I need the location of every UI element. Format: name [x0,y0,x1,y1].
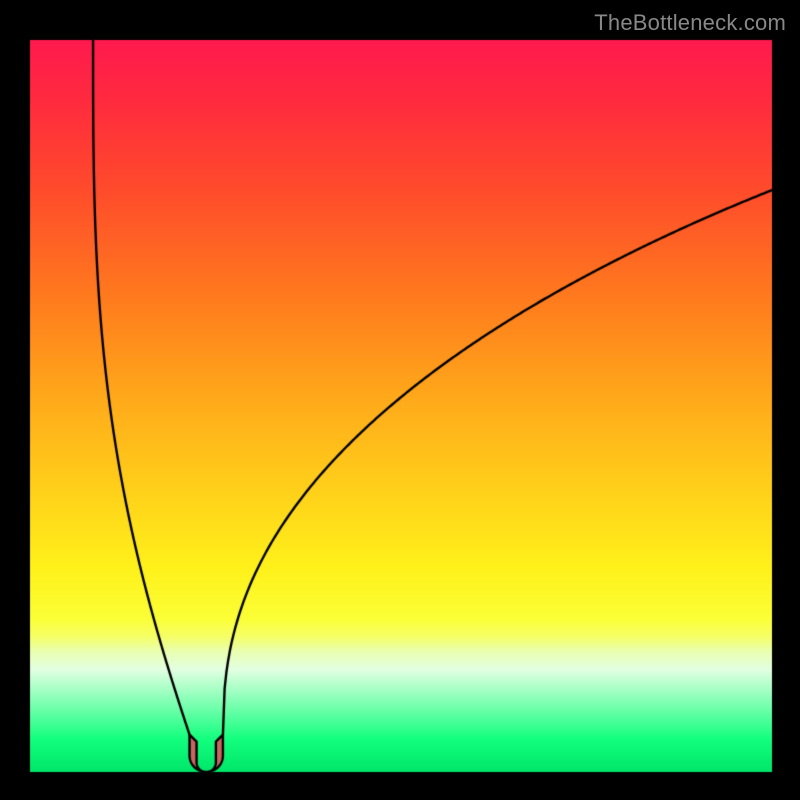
chart-stage: TheBottleneck.com [0,0,800,800]
curve-canvas [0,0,800,800]
